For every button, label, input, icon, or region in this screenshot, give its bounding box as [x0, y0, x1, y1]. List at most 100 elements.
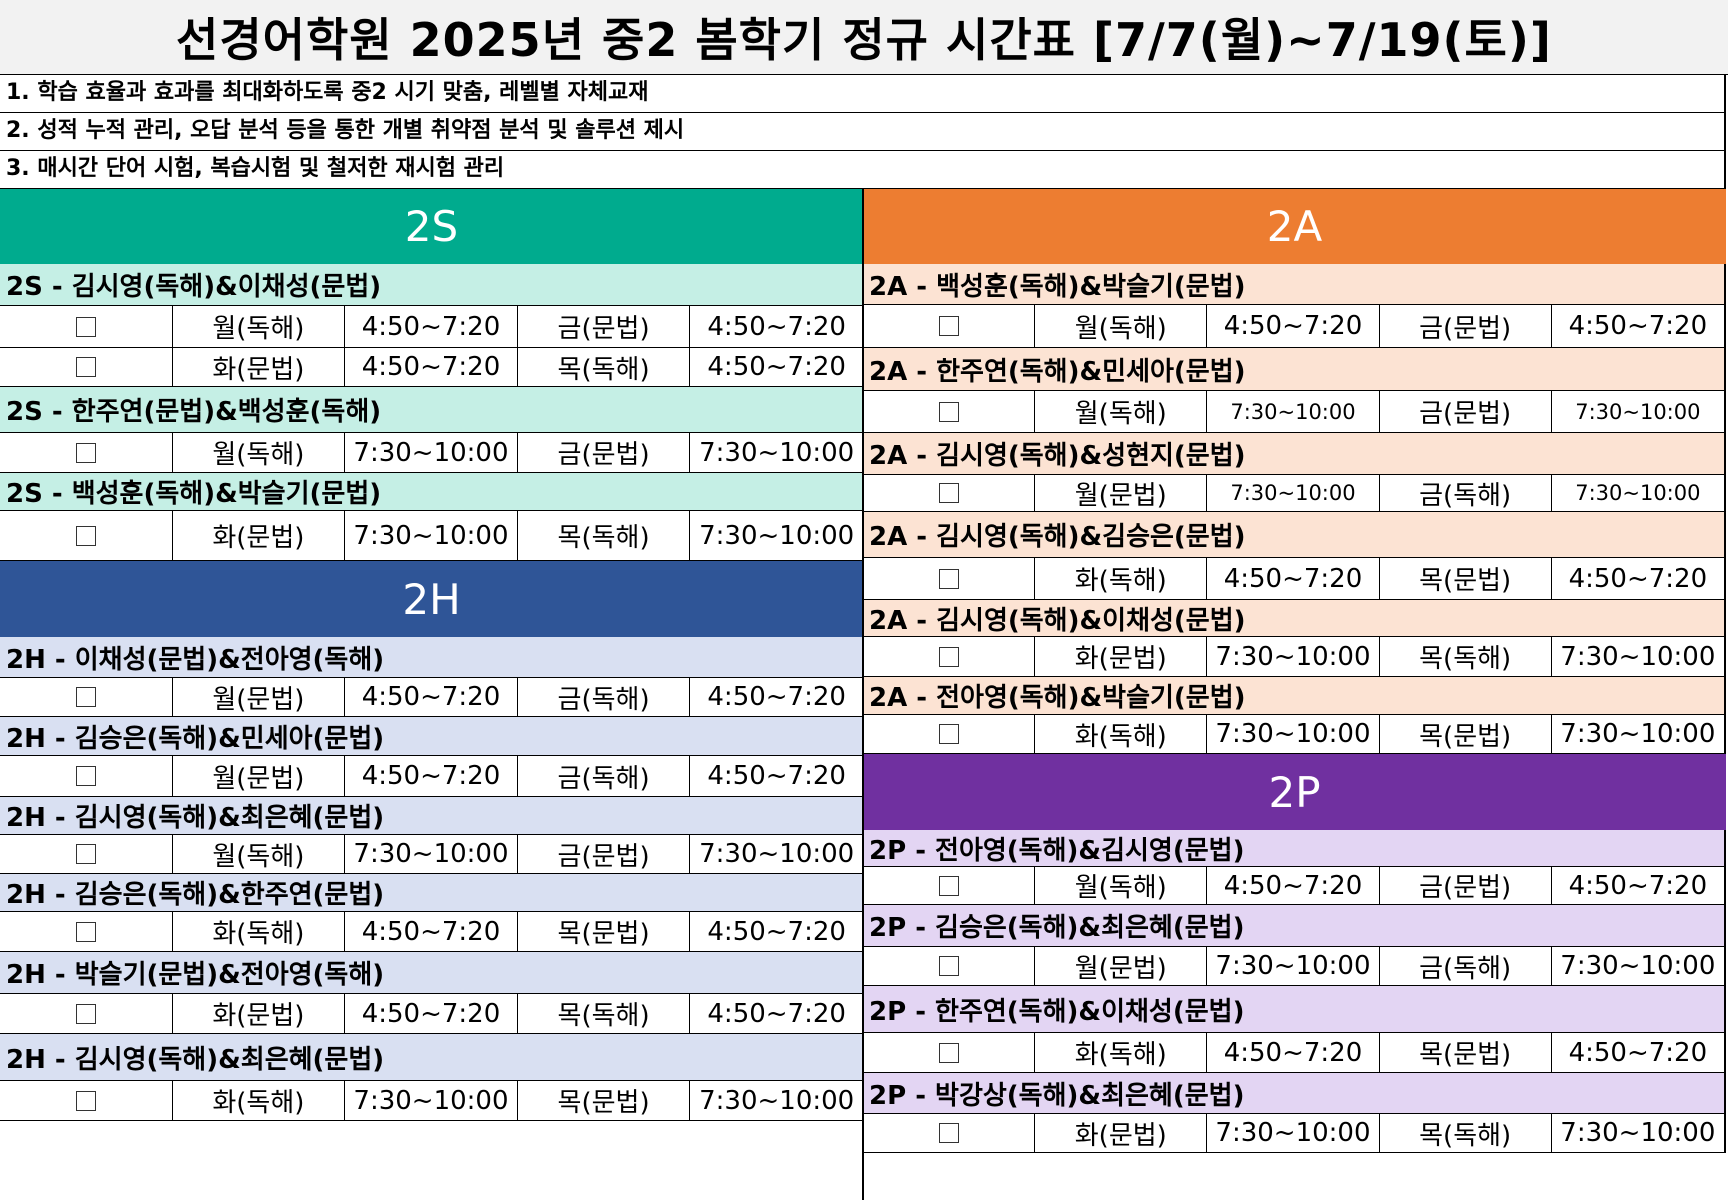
enroll-checkbox[interactable] [75, 442, 96, 463]
day-first-cell: 월(독해) [1035, 305, 1208, 347]
level-banner-2s: 2S [0, 189, 863, 264]
checkbox-cell [863, 1033, 1036, 1072]
time-second-cell: 4:50~7:20 [1568, 563, 1708, 594]
enroll-checkbox[interactable] [75, 1003, 96, 1024]
time-first-cell: 4:50~7:20 [345, 678, 518, 716]
time-first-cell: 4:50~7:20 [1207, 867, 1380, 904]
time-second-cell: 4:50~7:20 [1568, 870, 1708, 901]
checkbox-cell [863, 558, 1036, 599]
time-first-cell: 7:30~10:00 [345, 433, 518, 472]
time-first-cell: 7:30~10:00 [1207, 391, 1380, 432]
time-second-cell: 7:30~10:00 [1560, 1118, 1716, 1148]
schedule-row: 화(독해) 4:50~7:20 목(문법) 4:50~7:20 [863, 1033, 1726, 1073]
day-second-cell: 목(문법) [1380, 558, 1552, 599]
day-second-cell: 목(문법) [1380, 715, 1552, 753]
checkbox-cell [863, 715, 1036, 753]
day-second-cell: 목(독해) [518, 994, 691, 1033]
enroll-checkbox[interactable] [938, 1042, 959, 1063]
time-second-cell: 7:30~10:00 [1575, 399, 1701, 424]
enroll-checkbox[interactable] [938, 316, 959, 336]
checkbox-cell [0, 348, 173, 386]
time-second-cell: 4:50~7:20 [707, 998, 846, 1029]
enroll-checkbox[interactable] [75, 687, 96, 707]
enroll-checkbox[interactable] [938, 956, 959, 976]
right-column: 2A 2A - 백성훈(독해)&박슬기(문법) 월(독해) 4:50~7:20 금(문법… [863, 189, 1726, 1153]
time-second-cell: 7:30~10:00 [699, 437, 855, 468]
schedule-row: 화(문법) 4:50~7:20 목(독해) 4:50~7:20 [0, 994, 863, 1034]
time-second-cell: 4:50~7:20 [707, 311, 846, 342]
day-first-cell: 화(독해) [1035, 558, 1208, 599]
enroll-checkbox[interactable] [938, 568, 959, 589]
class-group-title: 2S - 김시영(독해)&이채성(문법) [0, 264, 863, 306]
time-second-cell: 7:30~10:00 [699, 839, 855, 869]
checkbox-cell [0, 678, 173, 716]
day-second-cell: 목(독해) [518, 511, 691, 560]
schedule-row: 월(독해) 7:30~10:00 금(문법) 7:30~10:00 [863, 391, 1726, 433]
day-second-cell: 목(독해) [1380, 637, 1552, 676]
class-group-title: 2P - 박강상(독해)&최은혜(문법) [863, 1073, 1726, 1114]
schedule-row: 월(문법) 4:50~7:20 금(독해) 4:50~7:20 [0, 756, 863, 797]
schedule-row: 화(문법) 4:50~7:20 목(독해) 4:50~7:20 [0, 348, 863, 387]
enroll-checkbox[interactable] [75, 316, 96, 337]
schedule-row: 월(문법) 7:30~10:00 금(독해) 7:30~10:00 [863, 475, 1726, 512]
checkbox-cell [863, 305, 1036, 347]
time-first-cell: 4:50~7:20 [345, 994, 518, 1033]
enroll-checkbox[interactable] [938, 483, 959, 503]
enroll-checkbox[interactable] [75, 1090, 96, 1111]
day-first-cell: 월(독해) [173, 433, 346, 472]
class-group-title: 2H - 박슬기(문법)&전아영(독해) [0, 952, 863, 994]
time-second-cell: 7:30~10:00 [699, 520, 855, 551]
enroll-checkbox[interactable] [75, 357, 96, 377]
day-second-cell: 금(문법) [518, 835, 691, 873]
enroll-checkbox[interactable] [938, 724, 959, 744]
day-first-cell: 월(문법) [173, 756, 346, 796]
schedule-row: 월(독해) 4:50~7:20 금(문법) 4:50~7:20 [0, 306, 863, 348]
time-second-cell: 4:50~7:20 [1568, 311, 1708, 341]
schedule-row: 월(문법) 7:30~10:00 금(독해) 7:30~10:00 [863, 947, 1726, 986]
schedule-row: 화(문법) 7:30~10:00 목(독해) 7:30~10:00 [0, 511, 863, 561]
day-first-cell: 월(문법) [1035, 475, 1208, 511]
day-first-cell: 화(문법) [1035, 1114, 1208, 1152]
day-second-cell: 목(문법) [1380, 1033, 1552, 1072]
column-divider [862, 189, 864, 1200]
checkbox-cell [0, 756, 173, 796]
day-first-cell: 화(문법) [173, 348, 346, 386]
day-first-cell: 화(문법) [173, 994, 346, 1033]
time-first-cell: 4:50~7:20 [1207, 558, 1380, 599]
level-banner-2p: 2P [863, 754, 1726, 830]
day-first-cell: 화(문법) [1035, 637, 1208, 676]
time-first-cell: 4:50~7:20 [1207, 1033, 1380, 1072]
enroll-checkbox[interactable] [938, 875, 959, 896]
time-first-cell: 4:50~7:20 [1207, 305, 1380, 347]
enroll-checkbox[interactable] [75, 766, 96, 786]
left-column: 2S 2S - 김시영(독해)&이채성(문법) 월(독해) 4:50~7:20 금(문법… [0, 189, 863, 1121]
day-first-cell: 월(독해) [1035, 867, 1208, 904]
enroll-checkbox[interactable] [75, 844, 96, 864]
time-second-cell: 7:30~10:00 [699, 1085, 855, 1116]
time-second-cell: 4:50~7:20 [707, 682, 846, 712]
enroll-checkbox[interactable] [938, 1123, 959, 1143]
class-group-title: 2A - 한주연(독해)&민세아(문법) [863, 348, 1726, 391]
enroll-checkbox[interactable] [75, 921, 96, 942]
enroll-checkbox[interactable] [938, 646, 959, 667]
day-second-cell: 금(문법) [518, 306, 691, 347]
day-second-cell: 목(독해) [518, 348, 691, 386]
class-group-title: 2A - 백성훈(독해)&박슬기(문법) [863, 264, 1726, 305]
class-group-title: 2A - 김시영(독해)&성현지(문법) [863, 433, 1726, 475]
day-second-cell: 금(문법) [1380, 305, 1552, 347]
checkbox-cell [0, 1081, 173, 1120]
schedule-row: 화(독해) 4:50~7:20 목(문법) 4:50~7:20 [0, 912, 863, 952]
enroll-checkbox[interactable] [938, 401, 959, 422]
day-second-cell: 목(문법) [518, 912, 691, 951]
class-group-title: 2H - 김시영(독해)&최은혜(문법) [0, 797, 863, 835]
time-second-cell: 7:30~10:00 [1560, 719, 1716, 749]
class-group-title: 2P - 전아영(독해)&김시영(문법) [863, 830, 1726, 867]
enroll-checkbox[interactable] [75, 525, 96, 546]
checkbox-cell [0, 433, 173, 472]
class-group-title: 2P - 한주연(독해)&이채성(문법) [863, 986, 1726, 1033]
checkbox-cell [0, 994, 173, 1033]
time-second-cell: 4:50~7:20 [707, 916, 846, 947]
time-first-cell: 4:50~7:20 [345, 756, 518, 796]
checkbox-cell [863, 1114, 1036, 1152]
time-second-cell: 7:30~10:00 [1560, 641, 1716, 672]
